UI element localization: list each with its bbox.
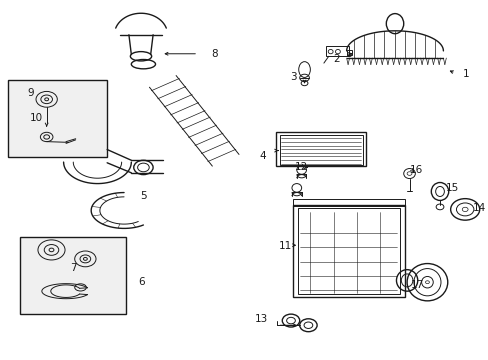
Text: 9: 9 <box>27 88 34 98</box>
Bar <box>298 208 399 294</box>
Text: 4: 4 <box>259 150 265 161</box>
Text: 6: 6 <box>138 277 145 287</box>
Text: 7: 7 <box>70 263 77 273</box>
Text: 14: 14 <box>471 203 485 213</box>
Text: 15: 15 <box>445 183 458 193</box>
Bar <box>276 132 365 166</box>
Text: 17: 17 <box>410 280 424 290</box>
Text: 16: 16 <box>408 165 422 175</box>
Text: 1: 1 <box>462 69 468 79</box>
Text: 12: 12 <box>294 162 307 172</box>
Bar <box>325 45 348 56</box>
Text: 10: 10 <box>30 113 43 123</box>
Bar <box>293 205 404 297</box>
Bar <box>8 80 107 157</box>
Text: 2: 2 <box>333 54 340 64</box>
Bar <box>280 135 362 165</box>
Bar <box>293 199 404 206</box>
Text: 5: 5 <box>140 191 146 201</box>
Bar <box>346 50 352 55</box>
Bar <box>20 237 126 315</box>
Text: 8: 8 <box>211 49 217 59</box>
Text: 11: 11 <box>278 241 291 251</box>
Text: 3: 3 <box>289 72 296 82</box>
Text: 13: 13 <box>254 314 268 324</box>
